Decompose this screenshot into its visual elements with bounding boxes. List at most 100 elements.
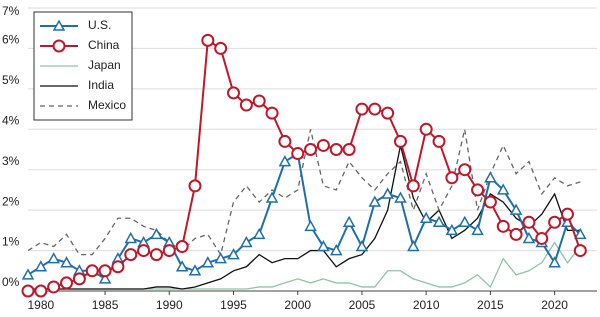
point <box>419 122 433 136</box>
point <box>471 223 484 236</box>
point <box>535 231 549 245</box>
point <box>484 171 497 183</box>
point <box>265 191 279 203</box>
legend-marker <box>52 39 66 53</box>
point <box>201 256 215 268</box>
point <box>432 215 446 228</box>
point <box>60 276 74 290</box>
point <box>98 264 112 278</box>
point <box>175 260 189 272</box>
point <box>111 260 125 274</box>
point <box>47 280 61 294</box>
y-tick-label: 7% <box>2 4 20 18</box>
point <box>304 143 318 156</box>
point <box>560 207 574 221</box>
point <box>483 195 497 209</box>
point <box>368 195 382 207</box>
point <box>21 284 35 298</box>
point <box>239 98 253 112</box>
point <box>124 231 138 244</box>
point <box>34 284 48 298</box>
series-line <box>28 241 581 290</box>
point <box>393 134 407 148</box>
x-tick-label: 2015 <box>477 298 504 312</box>
point <box>47 252 60 264</box>
y-tick-label: 2% <box>2 194 20 208</box>
point <box>278 134 292 148</box>
point <box>214 252 227 264</box>
point <box>394 191 407 203</box>
point <box>188 264 202 276</box>
point <box>278 155 292 167</box>
point <box>471 183 485 197</box>
y-tick-label: 0% <box>2 275 20 289</box>
point <box>265 106 279 120</box>
point <box>458 215 471 228</box>
series-line <box>27 129 581 257</box>
x-tick-label: 1980 <box>27 298 54 312</box>
point <box>316 138 330 152</box>
point <box>21 268 35 280</box>
point <box>150 227 163 240</box>
legend-label: China <box>88 38 120 52</box>
point <box>496 183 510 195</box>
point <box>548 256 561 268</box>
point <box>291 147 305 161</box>
point <box>419 211 433 223</box>
point <box>432 134 446 148</box>
point <box>496 219 510 233</box>
point <box>214 41 228 55</box>
x-tick-label: 2010 <box>413 298 440 312</box>
point <box>85 264 99 278</box>
x-tick-label: 1985 <box>92 298 119 312</box>
legend-label: U.S. <box>88 18 111 32</box>
point <box>406 179 420 193</box>
x-tick-label: 1990 <box>156 298 183 312</box>
point <box>368 102 382 116</box>
point <box>98 272 112 284</box>
point <box>509 203 523 215</box>
point <box>445 223 459 236</box>
point <box>548 215 562 229</box>
point <box>227 86 241 100</box>
point <box>317 239 330 252</box>
point <box>509 227 523 241</box>
point <box>522 215 536 229</box>
point <box>445 171 459 185</box>
point <box>522 231 536 244</box>
legend-label: Mexico <box>88 98 126 112</box>
point <box>201 33 215 47</box>
point <box>149 248 163 262</box>
y-tick-label: 4% <box>2 113 20 127</box>
legend-label: India <box>88 78 114 92</box>
point <box>342 143 356 156</box>
point <box>252 227 266 240</box>
point <box>573 244 587 258</box>
y-tick-label: 3% <box>2 154 20 168</box>
point <box>381 187 394 199</box>
x-tick-label: 2000 <box>284 298 311 312</box>
point <box>72 272 86 286</box>
point <box>381 106 395 120</box>
point <box>188 179 202 193</box>
x-tick-label: 2005 <box>349 298 376 312</box>
point <box>34 260 48 272</box>
point <box>60 256 73 268</box>
x-tick-label: 2020 <box>541 298 568 312</box>
point <box>137 244 151 258</box>
point <box>407 239 420 252</box>
legend-marker <box>52 19 66 31</box>
point <box>355 102 369 116</box>
point <box>252 94 266 108</box>
point <box>240 235 253 248</box>
point <box>458 163 472 177</box>
point <box>162 244 176 258</box>
y-tick-label: 1% <box>2 235 20 249</box>
point <box>227 248 240 260</box>
point <box>329 143 343 156</box>
point <box>342 215 356 228</box>
series-line <box>27 151 581 281</box>
y-tick-label: 5% <box>2 73 20 87</box>
point <box>304 219 317 232</box>
